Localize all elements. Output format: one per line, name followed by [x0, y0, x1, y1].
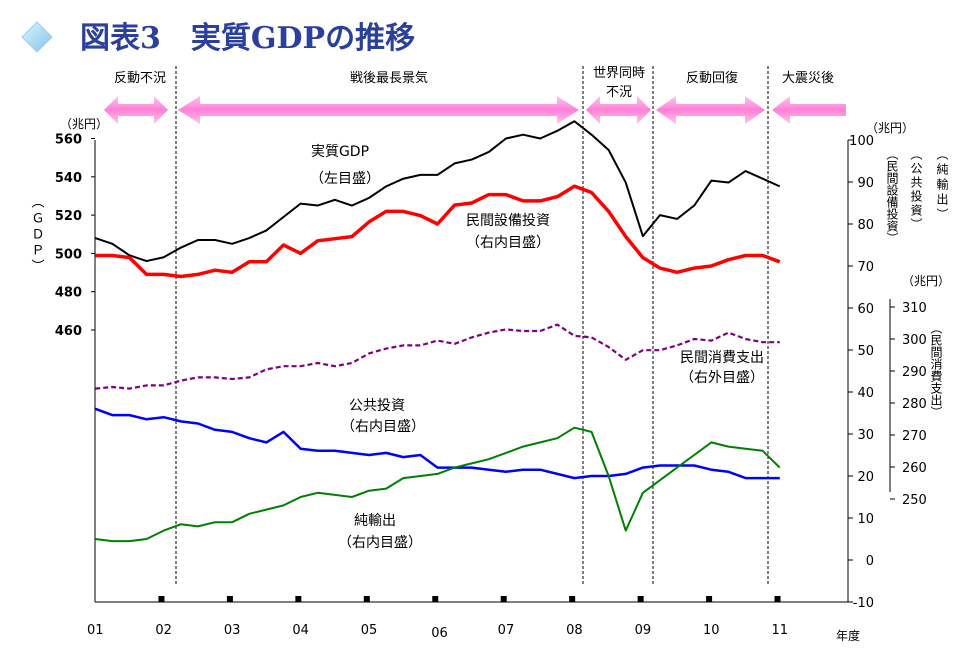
period-label-3: 反動回復	[686, 70, 738, 86]
right-inner-tick-label-9: 80	[857, 218, 874, 233]
right-inner-tick-label-4: 30	[857, 428, 874, 443]
period-label-2: 世界同時	[593, 66, 645, 81]
right-outer-tick-label-6: 310	[902, 301, 927, 316]
right-inner-tick-label-6: 50	[857, 344, 874, 359]
series-name-gdp: 実質GDP	[311, 144, 369, 160]
series-axis-public: （右内目盛）	[341, 419, 425, 435]
right-outer-axis-ticks: 250 260 270 280 290 300 310	[890, 301, 927, 508]
period-arrow-4	[772, 96, 846, 124]
series-layer	[94, 120, 781, 543]
right-inner-tick-label-7: 60	[857, 302, 874, 317]
right-inner-label-0: （民間設備投資）	[885, 148, 899, 244]
series-axis-capex: （右内目盛）	[466, 235, 550, 251]
title-group: 図表3 実質GDPの推移	[21, 21, 415, 56]
right-outer-label: （民間消費支出）	[929, 322, 943, 418]
x-tick-mark-3	[363, 596, 370, 602]
right-inner-axis-unit: （兆円）	[866, 121, 914, 135]
right-outer-tick-label-3: 280	[902, 397, 927, 412]
right-inner-tick-label-5: 40	[857, 386, 874, 401]
right-inner-tick-label-1: 0	[866, 554, 874, 569]
right-inner-tick-label-11: 100	[849, 134, 874, 149]
series-axis-consumption: （右外目盛）	[680, 370, 764, 386]
x-tick-label-0: 01	[87, 623, 104, 638]
period-arrow-1	[178, 96, 579, 124]
series-line-capex	[95, 184, 781, 279]
series-name-capex: 民間設備投資	[466, 213, 550, 229]
series-name-public: 公共投資	[349, 398, 405, 414]
period-arrow-3	[656, 96, 765, 124]
chart-title: 図表3 実質GDPの推移	[80, 21, 415, 56]
series-name-consumption: 民間消費支出	[680, 350, 764, 366]
series-line-netexports	[95, 426, 781, 543]
x-tick-label-6: 07	[498, 623, 515, 638]
x-tick-label-5: 06	[431, 626, 448, 641]
period-band: 反動不況 戦後最長景気 世界同時 不況 反動回復 大震災後	[104, 66, 846, 124]
right-inner-label-1: （公共投資）	[909, 148, 923, 232]
series-labels: 実質GDP （左目盛） 民間設備投資 （右内目盛） 民間消費支出 （右外目盛） …	[310, 144, 764, 551]
series-axis-netexports: （右内目盛）	[338, 535, 422, 551]
series-line-consumption	[95, 323, 780, 390]
x-tick-label-4: 05	[361, 623, 378, 638]
x-axis-ticks: 01 02 03 04 05 06 07 08 09 10 11	[87, 596, 788, 641]
x-tick-label-1: 02	[155, 623, 172, 638]
period-label-0: 反動不況	[114, 71, 166, 86]
x-tick-label-3: 04	[292, 623, 309, 638]
diamond-icon	[21, 21, 53, 53]
right-outer-axis-unit: （兆円）	[902, 274, 950, 288]
right-outer-tick-label-4: 290	[902, 365, 927, 380]
period-label-4: 大震災後	[782, 71, 834, 86]
right-outer-tick-label-2: 270	[902, 429, 927, 444]
period-label-1: 戦後最長景気	[350, 70, 428, 86]
right-inner-tick-label-3: 20	[857, 470, 874, 485]
axes-frame	[94, 140, 891, 603]
x-axis-unit: 年度	[836, 628, 860, 643]
x-tick-mark-8	[706, 596, 713, 602]
right-inner-axis-ticks: -10 0 10 20 30 40 50 60 70 80 90 100	[848, 134, 874, 611]
series-line-public	[94, 407, 780, 480]
right-outer-tick-label-0: 250	[902, 493, 927, 508]
x-tick-mark-4	[432, 596, 439, 602]
x-tick-mark-5	[500, 596, 507, 602]
left-axis-ticks: 460 480 500 520 540 560	[55, 133, 95, 339]
left-tick-label-1: 480	[55, 286, 82, 301]
right-inner-tick-label-10: 90	[857, 176, 874, 191]
left-tick-label-0: 460	[55, 324, 82, 339]
period-dividers	[175, 66, 769, 585]
x-tick-mark-7	[637, 596, 644, 602]
right-inner-label-2: （純輸出）	[935, 148, 949, 223]
x-tick-label-9: 10	[703, 623, 720, 638]
left-axis-label: （ＧＤＰ）	[29, 195, 45, 275]
right-inner-tick-label-8: 70	[857, 260, 874, 275]
left-tick-label-3: 520	[55, 209, 82, 224]
period-arrow-0	[104, 96, 168, 124]
x-tick-mark-6	[569, 596, 576, 602]
right-outer-tick-label-5: 300	[902, 333, 927, 348]
x-tick-label-2: 03	[224, 623, 241, 638]
period-arrow-2	[586, 96, 651, 124]
x-tick-mark-1	[226, 596, 233, 602]
left-tick-label-4: 540	[55, 171, 82, 186]
right-inner-tick-label-0: -10	[853, 596, 874, 611]
series-axis-gdp: （左目盛）	[310, 171, 380, 187]
period-label-2b: 不況	[606, 85, 632, 100]
series-line-gdp	[94, 120, 781, 263]
x-tick-mark-9	[774, 596, 781, 602]
x-tick-label-8: 09	[635, 623, 652, 638]
x-tick-mark-2	[295, 596, 302, 602]
series-name-netexports: 純輸出	[354, 513, 396, 529]
x-tick-label-7: 08	[566, 623, 583, 638]
left-axis-unit: （兆円）	[60, 117, 108, 131]
left-tick-label-2: 500	[55, 247, 82, 262]
right-inner-tick-label-2: 10	[857, 512, 874, 527]
x-tick-label-10: 11	[771, 623, 788, 638]
x-tick-mark-0	[158, 596, 165, 602]
right-outer-tick-label-1: 260	[902, 461, 927, 476]
left-tick-label-5: 560	[55, 133, 82, 148]
